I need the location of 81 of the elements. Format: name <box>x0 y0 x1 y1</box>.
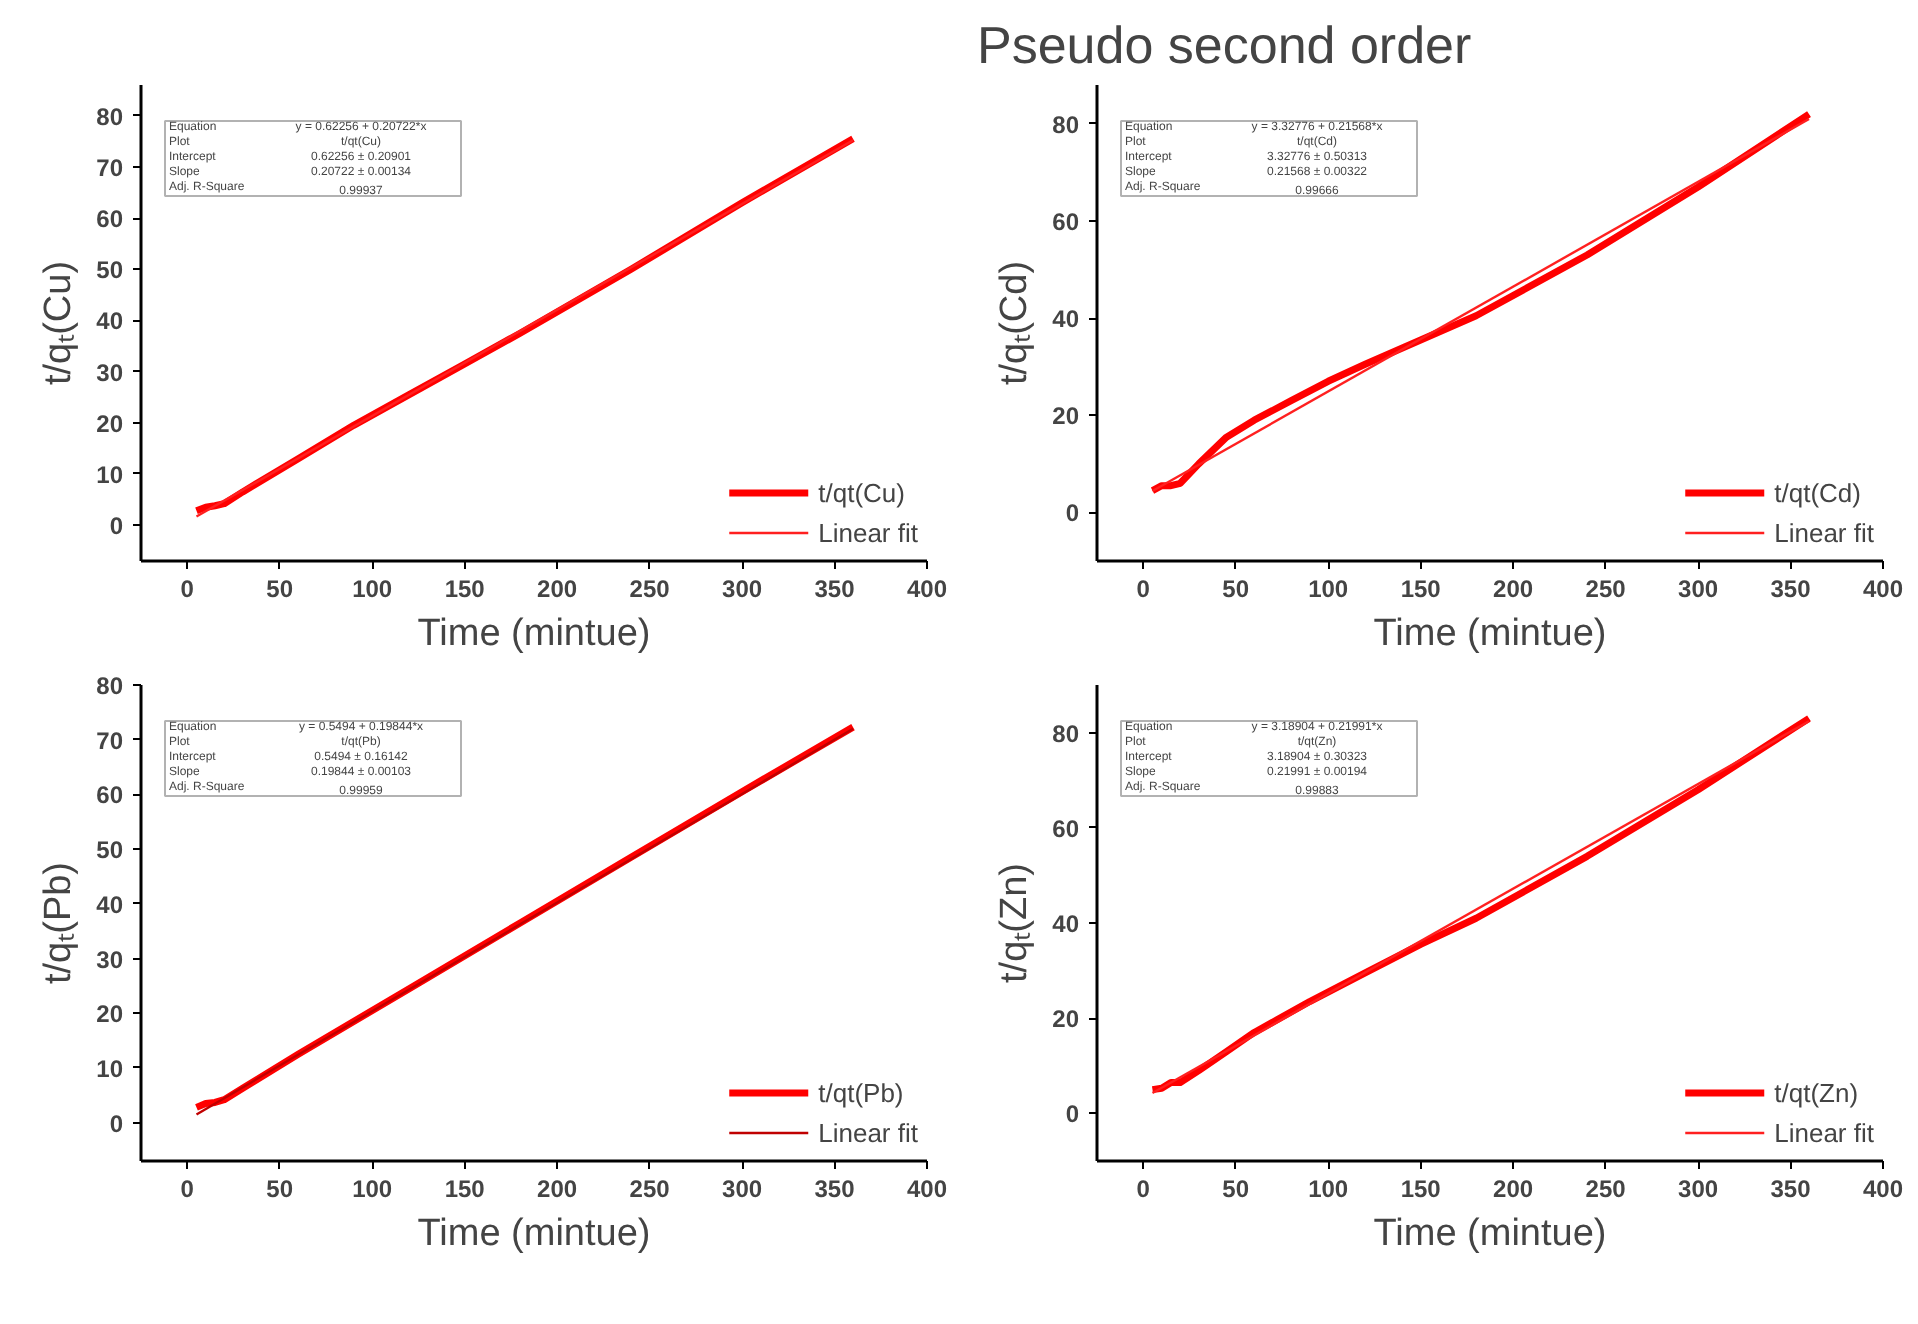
x-tick-label: 350 <box>1770 1175 1812 1203</box>
x-tick-label: 300 <box>1678 575 1719 603</box>
x-tick-label: 300 <box>722 575 763 603</box>
x-tick-label: 150 <box>444 1175 486 1203</box>
x-tick-label: 300 <box>1678 1175 1719 1203</box>
x-tick-label: 150 <box>1400 1175 1442 1203</box>
x-tick-label: 200 <box>1493 575 1534 603</box>
x-tick-label: 0 <box>1136 575 1151 603</box>
y-tick-label: 80 <box>1052 110 1080 139</box>
y-tick-label: 40 <box>96 307 124 336</box>
y-tick-label: 10 <box>96 460 124 489</box>
legend-label: Linear fit <box>818 517 918 547</box>
x-tick-label: 300 <box>722 1175 763 1203</box>
x-axis-title: Time (mintue) <box>417 1213 651 1255</box>
y-tick-label: 20 <box>1052 1005 1080 1034</box>
y-tick-label: 50 <box>96 256 124 285</box>
x-tick-label: 0 <box>180 1175 195 1203</box>
y-tick-label: 70 <box>96 726 124 755</box>
y-tick-label: 20 <box>96 409 124 438</box>
legend-label: t/qt(Zn) <box>1774 1077 1859 1107</box>
y-tick-label: 60 <box>1052 208 1080 236</box>
x-tick-label: 400 <box>906 575 948 603</box>
x-tick-label: 150 <box>444 575 486 603</box>
chart-title: Pseudo second order <box>977 15 1473 75</box>
y-tick-label: 60 <box>1052 814 1080 843</box>
y-tick-label: 0 <box>109 512 124 541</box>
legend-label: t/qt(Pb) <box>818 1077 904 1107</box>
y-tick-label: 40 <box>96 890 124 919</box>
y-axis-title: t/qₜ(Cd) <box>994 260 1037 386</box>
y-tick-label: 20 <box>96 1000 124 1029</box>
y-axis-title: t/qₜ(Pb) <box>38 861 81 985</box>
x-tick-label: 0 <box>180 575 195 603</box>
y-tick-label: 30 <box>96 945 124 974</box>
x-tick-label: 200 <box>1493 1175 1534 1203</box>
legend-label: t/qt(Cu) <box>818 477 905 507</box>
x-tick-label: 250 <box>629 1175 671 1203</box>
y-tick-label: 70 <box>96 153 124 182</box>
x-tick-label: 200 <box>537 575 578 603</box>
legend-label: Linear fit <box>1774 517 1874 547</box>
x-tick-label: 50 <box>1222 1175 1250 1203</box>
x-tick-label: 0 <box>1136 1175 1151 1203</box>
y-tick-label: 80 <box>96 672 124 700</box>
x-tick-label: 200 <box>537 1175 578 1203</box>
x-tick-label: 400 <box>906 1175 948 1203</box>
y-tick-label: 30 <box>96 358 124 387</box>
y-tick-label: 0 <box>1065 1100 1080 1129</box>
x-tick-label: 250 <box>1585 575 1627 603</box>
y-tick-label: 0 <box>109 1109 124 1138</box>
y-tick-label: 40 <box>1052 305 1080 334</box>
legend-label: Linear fit <box>1774 1117 1874 1147</box>
y-axis-title: t/qₜ(Cu) <box>38 260 81 386</box>
y-axis-title: t/qₜ(Zn) <box>994 863 1037 983</box>
x-tick-label: 50 <box>266 1175 294 1203</box>
x-axis-title: Time (mintue) <box>1373 1213 1607 1255</box>
x-axis-title: Time (mintue) <box>1373 613 1607 655</box>
y-tick-label: 80 <box>96 102 124 131</box>
legend-label: Linear fit <box>818 1117 918 1147</box>
x-axis-title: Time (mintue) <box>417 613 651 655</box>
x-tick-label: 250 <box>1585 1175 1627 1203</box>
y-tick-label: 10 <box>96 1054 124 1083</box>
y-tick-label: 60 <box>96 205 124 234</box>
x-tick-label: 100 <box>352 1175 393 1203</box>
legend-label: t/qt(Cd) <box>1774 477 1861 507</box>
x-tick-label: 50 <box>1222 575 1250 603</box>
x-tick-label: 250 <box>629 575 671 603</box>
x-tick-label: 350 <box>814 575 856 603</box>
y-tick-label: 80 <box>1052 719 1080 748</box>
x-tick-label: 350 <box>1770 575 1812 603</box>
y-tick-label: 0 <box>1065 499 1080 528</box>
x-tick-label: 100 <box>1308 1175 1349 1203</box>
y-tick-label: 20 <box>1052 402 1080 431</box>
x-tick-label: 100 <box>1308 575 1349 603</box>
y-tick-label: 60 <box>96 781 124 810</box>
x-tick-label: 400 <box>1862 575 1904 603</box>
x-tick-label: 100 <box>352 575 393 603</box>
x-tick-label: 400 <box>1862 1175 1904 1203</box>
y-tick-label: 40 <box>1052 910 1080 938</box>
x-tick-label: 150 <box>1400 575 1442 603</box>
x-tick-label: 50 <box>266 575 294 603</box>
y-tick-label: 50 <box>96 836 124 865</box>
x-tick-label: 350 <box>814 1175 856 1203</box>
